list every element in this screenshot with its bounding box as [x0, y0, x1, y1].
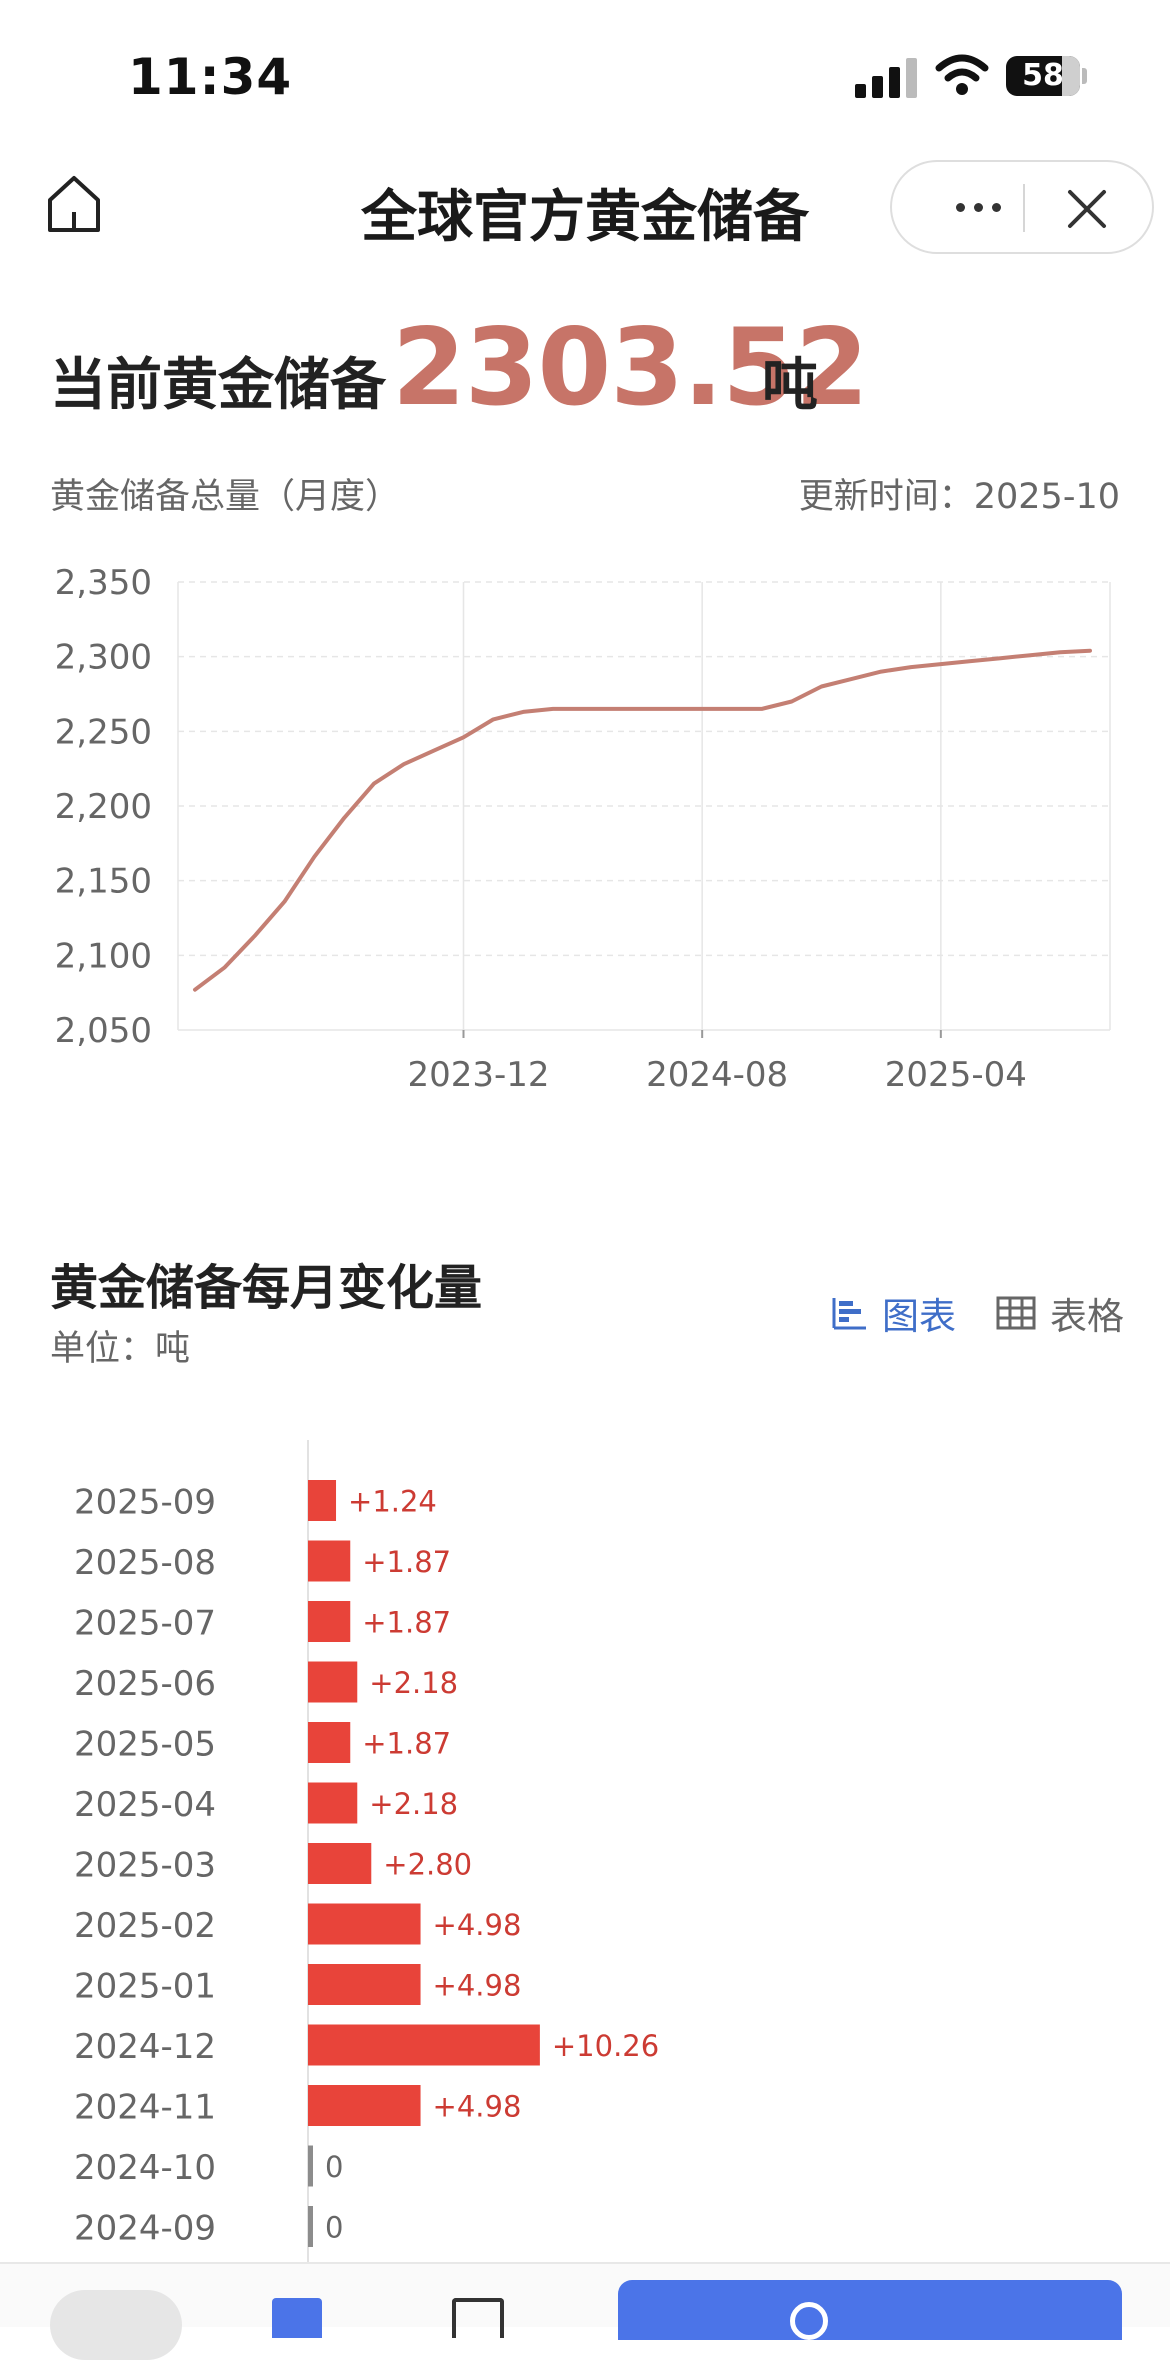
y-tick-label: 2,300 [55, 638, 152, 678]
wifi-icon [935, 54, 989, 95]
category-label: 2024-10 [74, 2148, 216, 2188]
bar [308, 2145, 313, 2187]
category-label: 2025-06 [74, 1664, 216, 1704]
category-label: 2024-11 [74, 2088, 216, 2128]
signal-icon [855, 56, 917, 98]
tab-table-label: 表格 [1050, 1295, 1124, 1338]
table-icon [996, 1296, 1036, 1330]
tab-table[interactable]: 表格 [996, 1288, 1124, 1338]
home-icon[interactable] [44, 172, 104, 234]
bar [308, 1964, 421, 2005]
bar-value-label: +1.24 [348, 1485, 437, 1519]
category-label: 2025-03 [74, 1846, 216, 1886]
bar-value-label: +1.87 [362, 1545, 451, 1579]
category-label: 2025-09 [74, 1483, 216, 1523]
monthly-change-bar-chart: 2025-09 +1.24 2025-08 +1.87 2025-07 +1.87 2025… [74, 1440, 659, 2280]
image-icon[interactable] [452, 2298, 504, 2338]
line-chart-label: 黄金储备总量（月度） [50, 477, 401, 517]
monthly-change-title: 黄金储备每月变化量 [50, 1260, 483, 1316]
x-tick-label: 2025-04 [885, 1055, 1027, 1095]
bar-value-label: +2.18 [369, 1787, 458, 1821]
category-label: 2025-07 [74, 1604, 216, 1644]
tab-chart-label: 图表 [882, 1295, 956, 1338]
bar [308, 1903, 421, 1945]
more-icon[interactable] [928, 172, 1028, 242]
x-tick-label: 2024-08 [646, 1055, 788, 1095]
page-title: 全球官方黄金储备 [361, 185, 809, 250]
category-label: 2025-04 [74, 1785, 216, 1825]
current-reserve-unit: 吨 [762, 353, 818, 418]
bar [308, 1722, 351, 1763]
mini-program-capsule [890, 160, 1154, 254]
category-label: 2024-12 [74, 2027, 216, 2067]
capsule-divider [1023, 184, 1025, 232]
bar-value-label: +4.98 [433, 1908, 522, 1942]
bar [308, 1540, 351, 1582]
battery-level: 58 [1022, 58, 1064, 93]
bar-value-label: 0 [325, 2211, 343, 2245]
bar [308, 1782, 358, 1824]
bar-value-label: 0 [325, 2150, 343, 2184]
bar-value-label: +2.80 [383, 1848, 472, 1882]
bar-value-label: +1.87 [362, 1727, 451, 1761]
total-reserve-line-chart: 2,350 2,300 2,250 2,200 2,150 2,100 2,050 2023-… [55, 563, 1111, 1095]
close-icon[interactable] [1062, 184, 1112, 234]
monthly-change-unit: 单位：吨 [50, 1329, 191, 1369]
battery-tip [1082, 68, 1087, 84]
series-line [193, 648, 1092, 992]
tab-chart[interactable]: 图表 [830, 1288, 956, 1338]
y-tick-label: 2,250 [55, 712, 152, 752]
current-reserve-value: 2303.52 [392, 306, 869, 429]
y-tick-label: 2,200 [55, 787, 152, 827]
bar [308, 1843, 372, 1884]
category-label: 2025-05 [74, 1725, 216, 1765]
y-tick-label: 2,150 [55, 862, 152, 902]
bar-value-label: +4.98 [433, 1969, 522, 2003]
bar-value-label: +1.87 [362, 1606, 451, 1640]
bar [308, 1480, 337, 1521]
bar-chart-icon [832, 1298, 866, 1330]
primary-action-button[interactable] [618, 2280, 1122, 2340]
current-reserve-label: 当前黄金储备 [50, 353, 386, 418]
y-tick-label: 2,050 [55, 1011, 152, 1051]
bar [308, 2024, 540, 2066]
status-time: 11:34 [128, 48, 293, 106]
battery-icon: 58 [1006, 56, 1080, 96]
toggle-icon[interactable] [50, 2290, 182, 2360]
primary-action-icon [790, 2302, 828, 2340]
bar-value-label: +2.18 [369, 1666, 458, 1700]
y-tick-label: 2,100 [55, 936, 152, 976]
category-label: 2025-08 [74, 1543, 216, 1583]
bar-value-label: +4.98 [433, 2090, 522, 2124]
bar [308, 2085, 421, 2126]
bar [308, 1661, 358, 1703]
x-tick-label: 2023-12 [407, 1055, 549, 1095]
bar-value-label: +10.26 [552, 2029, 659, 2063]
category-label: 2025-01 [74, 1967, 216, 2007]
category-label: 2025-02 [74, 1906, 216, 1946]
bar [308, 1601, 351, 1642]
bar [308, 2206, 313, 2247]
category-label: 2024-09 [74, 2209, 216, 2249]
blue-tab-icon[interactable] [272, 2298, 322, 2338]
update-time: 更新时间：2025-10 [798, 477, 1120, 517]
y-tick-label: 2,350 [55, 563, 152, 603]
